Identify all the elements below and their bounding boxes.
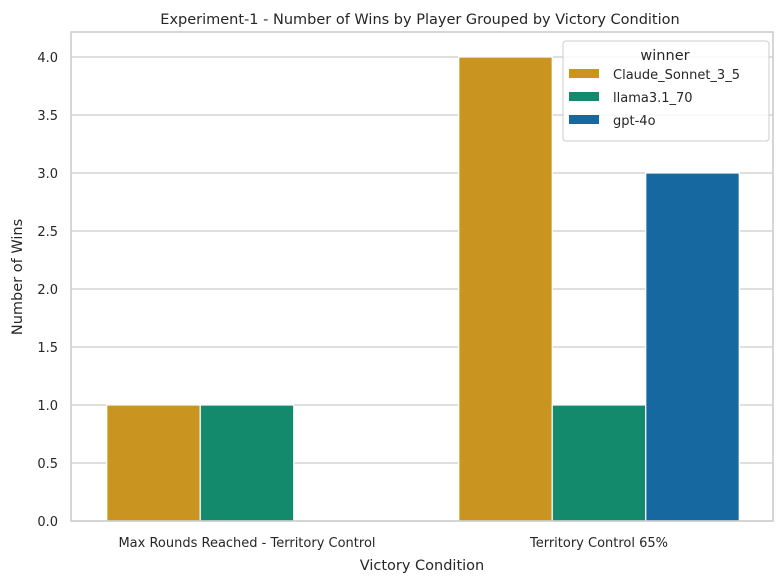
y-tick-label: 0.5 xyxy=(37,457,58,472)
bar-llama3-1-70-1 xyxy=(551,404,647,522)
y-tick-label: 3.0 xyxy=(37,167,58,182)
bar-llama3-1-70-0 xyxy=(199,404,295,522)
y-tick-label: 4.0 xyxy=(37,51,58,66)
y-tick-label: 2.5 xyxy=(37,225,58,240)
y-axis-ticks: 0.0 0.5 1.0 1.5 2.0 2.5 3.0 3.5 4.0 xyxy=(37,51,58,530)
legend-swatch xyxy=(569,115,599,124)
legend-item: Claude_Sonnet_3_5 xyxy=(569,68,740,83)
legend-item: gpt-4o xyxy=(569,114,656,129)
x-axis-label: Victory Condition xyxy=(360,558,485,574)
legend-label: llama3.1_70 xyxy=(613,91,693,106)
legend-label: gpt-4o xyxy=(613,114,656,129)
y-tick-label: 0.0 xyxy=(37,515,58,530)
x-tick-label: Territory Control 65% xyxy=(529,536,668,551)
x-axis-ticks: Max Rounds Reached - Territory Control Te… xyxy=(118,536,668,551)
legend-item: llama3.1_70 xyxy=(569,91,693,106)
legend-swatch xyxy=(569,69,599,78)
plot-frame xyxy=(70,31,774,522)
legend-swatch xyxy=(569,92,599,101)
y-tick-label: 3.5 xyxy=(37,109,58,124)
x-tick-label: Max Rounds Reached - Territory Control xyxy=(118,536,375,551)
chart-title: Experiment-1 - Number of Wins by Player … xyxy=(160,12,679,28)
bar-claude-sonnet-3-5-1 xyxy=(458,56,553,522)
bars xyxy=(106,56,740,522)
y-tick-label: 1.5 xyxy=(37,341,58,356)
bar-gpt-4o-1 xyxy=(645,172,740,522)
bar-claude-sonnet-3-5-0 xyxy=(106,404,201,522)
y-axis-label: Number of Wins xyxy=(10,219,26,335)
legend: winner Claude_Sonnet_3_5 llama3.1_70 gpt-4… xyxy=(562,40,770,142)
legend-box xyxy=(562,40,770,142)
y-tick-label: 1.0 xyxy=(37,399,58,414)
y-tick-label: 2.0 xyxy=(37,283,58,298)
legend-label: Claude_Sonnet_3_5 xyxy=(613,68,740,83)
legend-title: winner xyxy=(640,48,689,64)
